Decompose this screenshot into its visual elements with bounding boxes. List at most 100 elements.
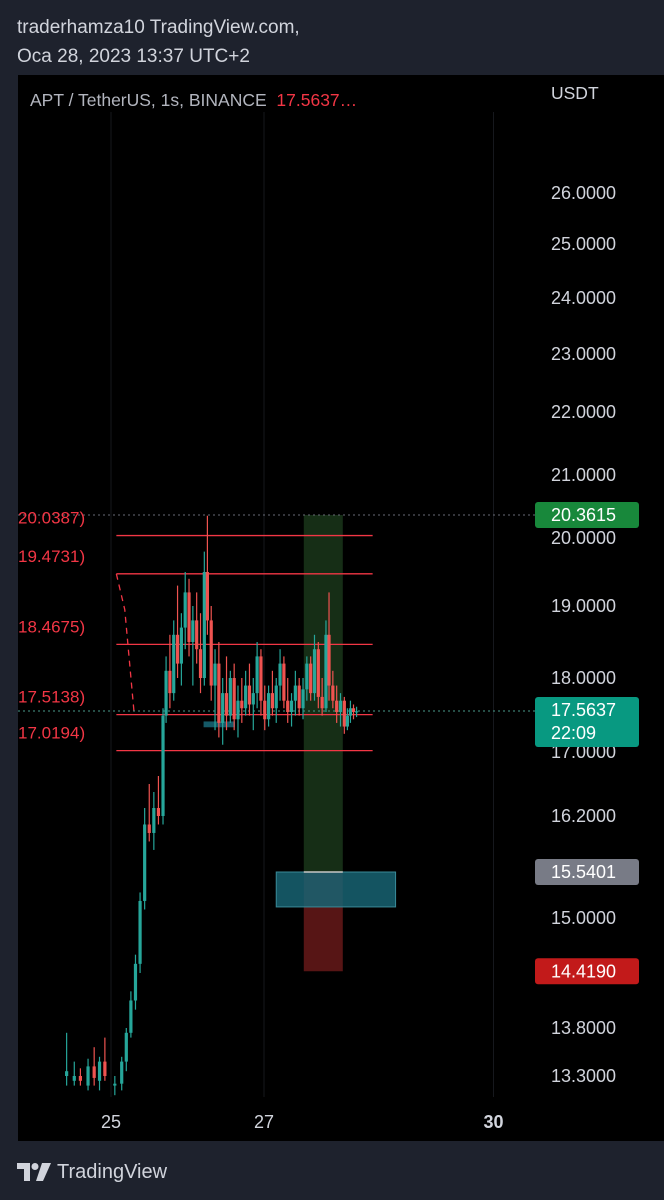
candle-body [143, 824, 147, 901]
countdown-label: 22:09 [551, 723, 596, 743]
candle-body [301, 689, 305, 709]
candle-body [138, 900, 142, 964]
candle-body [213, 663, 217, 686]
candle-body [209, 620, 213, 686]
candle-body [97, 1061, 102, 1081]
x-tick-label: 27 [254, 1112, 274, 1132]
level-label: 20.0387) [18, 509, 85, 528]
dashed-trend-line [115, 573, 135, 712]
candle-body [103, 1061, 107, 1076]
candle-body [152, 808, 156, 833]
candle-body [312, 649, 317, 694]
tradingview-logo-icon [17, 1163, 51, 1181]
candle-body [335, 700, 339, 712]
candle-body [282, 663, 286, 701]
candle-body [351, 708, 356, 712]
footer-brand: TradingView [17, 1160, 167, 1184]
candle-body [164, 670, 168, 716]
candle-body [331, 685, 335, 701]
candle-body [175, 634, 180, 664]
candle-body [342, 700, 346, 727]
price-badge-stop [535, 958, 639, 985]
candle-body [324, 634, 328, 709]
candle-body [263, 700, 267, 720]
price-badge-label: 17.5637 [551, 700, 616, 720]
position-box [275, 871, 397, 908]
candle-body [202, 572, 206, 678]
candle-body [224, 693, 229, 716]
candle-body [354, 711, 359, 713]
symbol-legend[interactable]: APT / TetherUS, 1s, BINANCE 17.5637… [30, 90, 357, 111]
candle-body [217, 663, 221, 723]
candle-body [266, 693, 271, 720]
candle-body [348, 708, 353, 716]
price-unit-label: USDT [551, 83, 599, 103]
candle-body [228, 678, 232, 716]
x-tick-label: 25 [101, 1112, 121, 1132]
price-badge-label: 20.3615 [551, 505, 616, 525]
price-badge-label: 14.4190 [551, 961, 616, 981]
y-tick-label: 18.0000 [551, 668, 616, 688]
candle-body [247, 685, 252, 705]
candle-body [65, 1071, 69, 1076]
candle-body [86, 1066, 90, 1086]
price-badge-label: 15.5401 [551, 862, 616, 882]
y-tick-label: 13.8000 [551, 1018, 616, 1038]
watermark-timestamp: Oca 28, 2023 13:37 UTC+2 [17, 46, 250, 67]
candle-body [78, 1076, 82, 1081]
candle-body [191, 620, 195, 642]
x-tick-label: 30 [483, 1112, 503, 1132]
candle-body [289, 700, 294, 712]
footer-brand-text: TradingView [57, 1160, 168, 1183]
candle-body [270, 693, 275, 709]
candle-body [205, 572, 209, 621]
candle-body [338, 700, 343, 712]
y-tick-label: 15.0000 [551, 908, 616, 928]
y-tick-label: 13.3000 [551, 1066, 616, 1086]
candlestick-chart[interactable]: 20.0387) 19.4731) 18.4675) 17.5138) 17.0194)… [0, 0, 664, 1145]
candle-body [297, 685, 301, 709]
symbol-last-price: 17.5637… [276, 90, 358, 110]
candles-group [65, 515, 359, 1096]
y-tick-label: 22.0000 [551, 402, 616, 422]
level-label: 18.4675) [18, 617, 85, 636]
candle-body [92, 1066, 96, 1078]
candle-body [286, 700, 290, 712]
candle-body [293, 685, 297, 701]
candle-body [278, 663, 282, 686]
y-tick-label: 19.0000 [551, 596, 616, 616]
candle-body [156, 808, 161, 816]
level-label: 19.4731) [18, 547, 85, 566]
candle-body [113, 1083, 117, 1086]
y-tick-label: 24.0000 [551, 288, 616, 308]
candle-body [72, 1076, 76, 1081]
candle-body [124, 1032, 128, 1062]
y-tick-label: 16.2000 [551, 806, 616, 826]
candle-body [327, 634, 331, 686]
watermark-author: traderhamza10 TradingView.com, [17, 17, 300, 38]
candle-body [133, 963, 138, 1001]
candle-body [232, 678, 236, 720]
price-badge-target [535, 502, 639, 528]
y-tick-label: 26.0000 [551, 183, 616, 203]
candle-body [195, 620, 199, 650]
candle-body [255, 656, 259, 694]
candle-body [345, 715, 349, 727]
price-badge-last [535, 697, 639, 747]
level-label: 17.0194) [18, 724, 85, 743]
price-badge-entry [535, 859, 639, 885]
y-tick-label: 20.0000 [551, 528, 616, 548]
candle-body [320, 696, 324, 709]
candle-body [198, 649, 203, 678]
candle-body [120, 1061, 124, 1084]
y-tick-label: 25.0000 [551, 234, 616, 254]
candle-body [274, 685, 278, 709]
candle-body [244, 685, 248, 709]
candle-body [316, 649, 320, 697]
candle-body [147, 824, 151, 833]
candle-body [179, 627, 183, 664]
candle-body [172, 634, 176, 694]
candle-body [259, 656, 263, 701]
candle-body [221, 693, 225, 723]
y-tick-label: 21.0000 [551, 465, 616, 485]
